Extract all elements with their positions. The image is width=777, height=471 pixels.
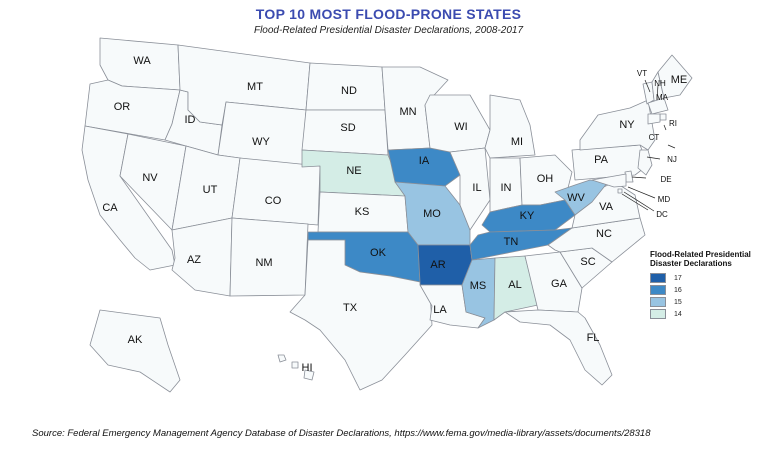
state-label-al: AL [508,279,521,291]
state-label-vt: VT [637,69,647,78]
state-label-ky: KY [520,210,535,222]
state-label-ma: MA [656,93,669,102]
state-tn [469,227,573,261]
state-label-ca: CA [102,202,118,214]
state-label-fl: FL [587,332,600,344]
state-label-ne: NE [346,165,361,177]
state-nj [637,149,653,176]
leader-lines [621,79,676,212]
legend-title: Flood-Related Presidential Disaster Decl… [650,250,751,268]
legend-swatch [650,297,666,307]
state-ct [647,113,661,125]
state-label-wa: WA [133,55,151,67]
state-label-ri: RI [669,119,677,128]
state-label-nc: NC [596,228,612,240]
state-label-mt: MT [247,81,263,93]
state-shapes [81,37,693,393]
state-label-id: ID [185,114,196,126]
legend-swatch [650,309,666,319]
legend-item: 16 [650,284,760,296]
state-ri [659,113,667,121]
state-label-nd: ND [341,85,357,97]
legend-swatch [650,273,666,283]
source-note: Source: Federal Emergency Management Age… [32,428,651,439]
map-title: TOP 10 MOST FLOOD-PRONE STATES [255,6,522,22]
state-tx [289,239,433,391]
state-label-tn: TN [504,236,519,248]
state-label-va: VA [599,201,614,213]
state-az [171,217,233,297]
state-mi [484,94,536,159]
state-label-la: LA [433,304,447,316]
state-ga [524,251,583,313]
map-subtitle: Flood-Related Presidential Disaster Decl… [253,25,524,36]
state-label-wv: WV [567,192,585,204]
state-label-co: CO [265,195,282,207]
legend-swatch [650,285,666,295]
state-me [657,54,693,99]
legend-value: 15 [674,298,682,306]
state-label-wi: WI [454,121,467,133]
state-label-ok: OK [370,247,387,259]
state-ma [647,97,669,115]
legend-item: 14 [650,308,760,320]
legend-value: 17 [674,274,682,282]
state-wv [554,179,609,216]
legend-value: 14 [674,310,682,318]
legend-item: 17 [650,272,760,284]
state-ms [461,257,496,329]
state-co [231,157,321,226]
state-label-oh: OH [537,173,554,185]
state-label-me: ME [671,74,688,86]
state-label-ga: GA [551,278,568,290]
state-label-ms: MS [470,280,487,292]
state-label-ut: UT [203,184,218,196]
state-label-tx: TX [343,302,358,314]
state-md [591,173,627,188]
legend-item: 15 [650,296,760,308]
state-label-nv: NV [142,172,158,184]
state-label-ar: AR [430,259,445,271]
state-label-ks: KS [355,206,370,218]
state-label-md: MD [658,195,671,204]
state-ny [579,99,656,151]
state-label-or: OR [114,101,131,113]
state-label-de: DE [660,175,671,184]
state-label-sc: SC [580,256,595,268]
state-hi [277,354,315,381]
state-fl [504,309,613,386]
state-label-nh: NH [654,79,666,88]
state-label-wy: WY [252,136,270,148]
state-pa [571,144,649,181]
state-al [493,255,539,321]
state-label-il: IL [472,182,481,194]
state-label-nm: NM [255,257,272,269]
state-label-mo: MO [423,208,441,220]
state-label-ny: NY [619,119,635,131]
state-label-nj: NJ [667,155,677,164]
state-label-in: IN [501,182,512,194]
state-label-mi: MI [511,136,523,148]
state-labels: WA OR CA NV ID MT WY UT AZ CO NM ND SD NE KS OK TX MN IA MO… [102,55,687,374]
state-label-sd: SD [340,122,355,134]
legend-value: 16 [674,286,682,294]
state-label-ak: AK [128,334,143,346]
state-label-dc: DC [656,210,668,219]
state-ak [89,309,181,393]
state-label-mn: MN [399,106,416,118]
state-dc [617,188,623,194]
state-label-az: AZ [187,254,201,266]
state-label-pa: PA [594,154,609,166]
state-label-ct: CT [649,133,660,142]
legend: Flood-Related Presidential Disaster Decl… [650,250,760,320]
state-label-hi: HI [302,362,313,374]
state-label-ia: IA [419,155,430,167]
state-ia [387,147,461,187]
